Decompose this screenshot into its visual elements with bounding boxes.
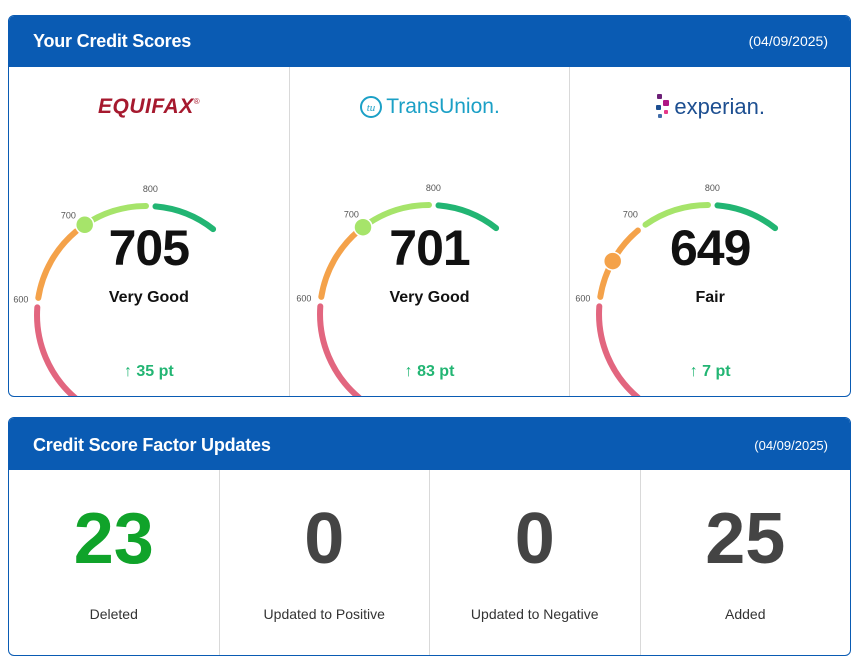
gauge-band-1 — [317, 227, 362, 300]
gauge-tick-600: 600 — [576, 294, 591, 304]
score-change-value-equifax: 35 pt — [136, 363, 174, 380]
gauge-marker — [603, 251, 623, 271]
gauge-tick-800: 800 — [426, 183, 441, 193]
score-gauge-equifax: 600 700 800 — [13, 184, 217, 396]
score-gauge-transunion: 600 700 800 — [296, 183, 499, 396]
gauge-band-3 — [714, 202, 779, 232]
factor-updates-date: (04/09/2025) — [754, 438, 828, 453]
score-rating-equifax: Very Good — [108, 289, 189, 306]
arrow-up-icon: ↑ — [123, 363, 132, 380]
credit-scores-header: Your Credit Scores (04/09/2025) — [9, 16, 850, 67]
equifax-registered-mark: ® — [193, 96, 200, 106]
score-panel-experian: experian. 600 700 800 649 Fair ↑ 7 pt — [569, 67, 850, 396]
gauge-tick-600: 600 — [296, 294, 311, 304]
gauge-band-3 — [152, 203, 217, 233]
gauge-band-3 — [435, 202, 499, 232]
experian-dots-icon — [656, 94, 670, 118]
score-change-value-experian: 7 pt — [702, 363, 731, 380]
factor-deleted-value: 23 — [73, 499, 154, 579]
factor-updated-negative-label: Updated to Negative — [470, 606, 599, 622]
factor-updates-title: Credit Score Factor Updates — [33, 435, 271, 455]
transunion-badge-text: tu — [367, 102, 376, 114]
score-change-transunion: ↑ 83 pt — [290, 363, 570, 381]
transunion-logo-text: TransUnion — [386, 95, 494, 118]
factor-added-label: Added — [725, 606, 766, 622]
score-gauge-experian: 600 700 800 — [576, 183, 779, 396]
gauge-tick-600: 600 — [13, 295, 28, 305]
gauge-band-0 — [316, 303, 362, 396]
score-panel-transunion: tu TransUnion. 600 700 800 701 Very Good ↑… — [288, 67, 570, 396]
score-value-transunion: 701 — [389, 220, 470, 276]
experian-logo-dot: . — [758, 94, 765, 119]
transunion-logo: tu TransUnion. — [290, 91, 570, 123]
gauge-band-0 — [34, 304, 78, 396]
score-change-experian: ↑ 7 pt — [570, 363, 850, 381]
equifax-logo-text: EQUIFAX — [98, 95, 194, 118]
gauge-band-1 — [35, 228, 79, 301]
gauge-band-2 — [363, 202, 432, 228]
factor-updated-negative-value: 0 — [514, 499, 555, 579]
arrow-up-icon: ↑ — [404, 363, 413, 380]
factor-deleted-label: Deleted — [89, 606, 138, 622]
score-change-value-transunion: 83 pt — [417, 363, 455, 380]
gauge-marker — [352, 217, 373, 237]
factor-updated-positive: 0 Updated to Positive — [218, 470, 430, 655]
factor-updates-header: Credit Score Factor Updates (04/09/2025) — [9, 418, 850, 470]
credit-scores-date: (04/09/2025) — [748, 33, 828, 49]
gauge-tick-700: 700 — [61, 211, 76, 221]
score-panel-equifax: EQUIFAX ® 600 700 800 705 Very Good ↑ 35 pt — [9, 67, 289, 396]
score-change-equifax: ↑ 35 pt — [9, 363, 289, 381]
gauge-tick-700: 700 — [623, 210, 638, 220]
equifax-logo: EQUIFAX ® — [9, 91, 289, 123]
score-value-equifax: 705 — [108, 220, 190, 276]
credit-scores-title: Your Credit Scores — [33, 31, 192, 51]
score-rating-transunion: Very Good — [389, 289, 470, 306]
factor-updates-card: Credit Score Factor Updates (04/09/2025)… — [8, 417, 851, 656]
transunion-logo-dot: . — [493, 95, 500, 118]
credit-scores-card: Your Credit Scores (04/09/2025) EQUIFAX ®… — [8, 15, 851, 397]
factor-added-value: 25 — [705, 499, 786, 579]
factor-updated-positive-label: Updated to Positive — [263, 606, 385, 622]
experian-logo: experian. — [570, 91, 850, 123]
factor-updated-positive-value: 0 — [304, 499, 345, 579]
factor-added: 25 Added — [639, 470, 851, 655]
score-rating-experian: Fair — [695, 289, 725, 306]
gauge-tick-800: 800 — [143, 184, 158, 194]
gauge-band-0 — [596, 303, 641, 396]
gauge-tick-800: 800 — [705, 183, 720, 193]
factor-updated-negative: 0 Updated to Negative — [429, 470, 640, 655]
gauge-marker — [74, 215, 95, 235]
gauge-band-2 — [642, 202, 712, 228]
factor-deleted: 23 Deleted — [9, 470, 219, 655]
experian-logo-text: experian — [674, 94, 759, 119]
score-value-experian: 649 — [669, 220, 751, 276]
gauge-tick-700: 700 — [344, 210, 359, 220]
arrow-up-icon: ↑ — [689, 363, 698, 380]
transunion-badge-icon: tu — [360, 96, 383, 118]
